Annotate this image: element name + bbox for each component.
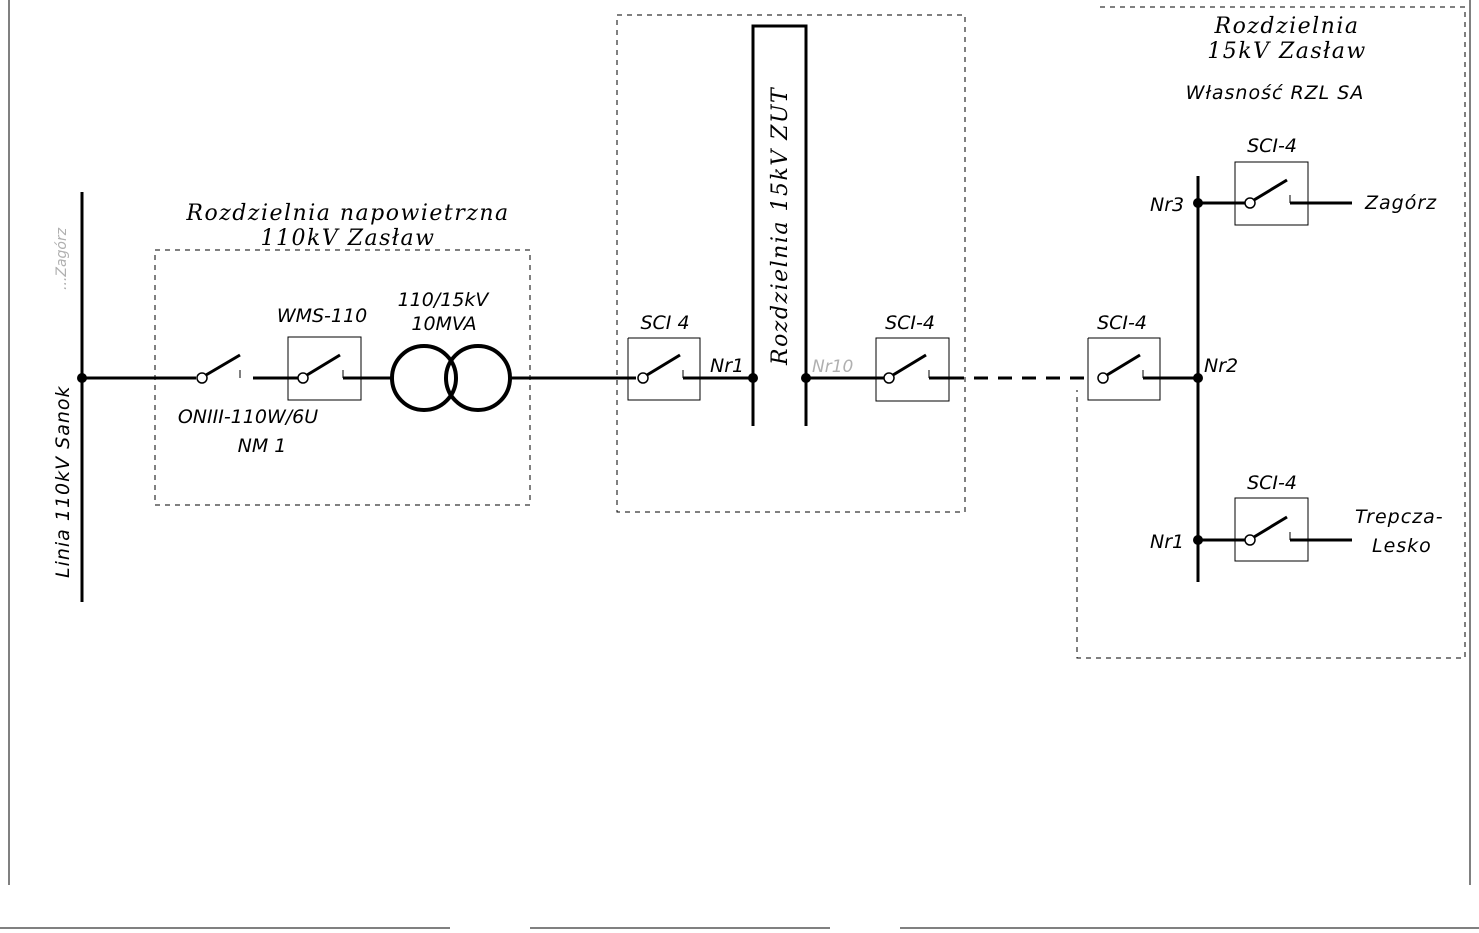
bus-nr1-right-label: Nr1 xyxy=(1150,531,1184,553)
switchgear-15kv-owner: Własność RZL SA xyxy=(1186,82,1365,104)
enclosure-zut-switchgear xyxy=(616,14,966,513)
disconnector-label-2: NM 1 xyxy=(238,435,287,457)
bus-nr3-label: Nr3 xyxy=(1150,194,1184,216)
bus-nr10-label: Nr10 xyxy=(812,357,853,377)
breaker-sci-bottom-label: SCI-4 xyxy=(1247,472,1297,494)
feeder-zagorz-label: Zagórz xyxy=(1364,192,1437,214)
substation-110kv-title-2: 110kV Zasław xyxy=(261,226,436,251)
substation-110kv-title-1: Rozdzielnia napowietrzna xyxy=(185,201,509,226)
zut-switchgear-title: Rozdzielnia 15kV ZUT xyxy=(768,86,793,366)
line-110kv-label: Linia 110kV Sanok xyxy=(52,385,74,578)
line-110kv-faint-label: ...Zagórz xyxy=(54,227,70,290)
feeder-zagorz xyxy=(1198,161,1352,226)
bus-nr2-label: Nr2 xyxy=(1204,355,1238,377)
transformer-to-zut xyxy=(510,337,758,401)
line-110kv-bus xyxy=(77,192,87,602)
zut-busbar xyxy=(751,24,808,426)
breaker-sci-c-label: SCI-4 xyxy=(1097,312,1147,334)
zut-outgoing xyxy=(801,337,1090,402)
transformer-power: 10MVA xyxy=(411,313,476,335)
breaker-sci-top-label: SCI-4 xyxy=(1247,135,1297,157)
feeder-trepcza-label-1: Trepcza- xyxy=(1355,506,1444,528)
breaker-110-label: WMS-110 xyxy=(277,305,367,327)
transformer-ratio: 110/15kV xyxy=(398,289,491,311)
transformer-symbol xyxy=(390,344,512,412)
feeder-trepcza-label-2: Lesko xyxy=(1372,535,1432,557)
switchgear-15kv-title-1: Rozdzielnia xyxy=(1214,14,1360,39)
zaslaw-incoming xyxy=(1087,337,1198,401)
disconnector-label-1: ONIII-110W/6U xyxy=(178,406,318,428)
breaker-sci-a-label: SCI 4 xyxy=(640,312,689,334)
enclosure-110kv-substation xyxy=(154,249,531,506)
zaslaw-bus xyxy=(1193,176,1203,582)
breaker-sci-b-label: SCI-4 xyxy=(885,312,935,334)
bus-nr1-left-label: Nr1 xyxy=(710,355,744,377)
main-circuit xyxy=(82,336,393,401)
enclosure-15kv-switchgear xyxy=(1076,6,1466,659)
feeder-trepcza xyxy=(1198,497,1352,562)
switchgear-15kv-title-2: 15kV Zasław xyxy=(1207,39,1366,64)
